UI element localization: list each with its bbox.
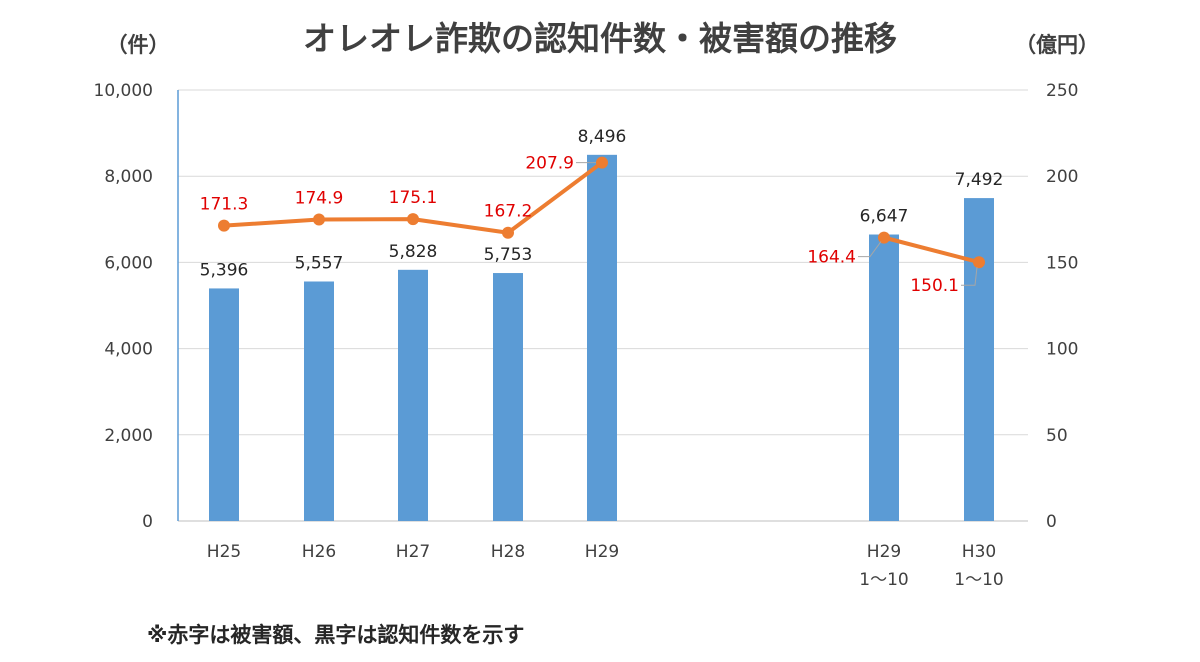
- damage-lines: [218, 156, 985, 269]
- category-label: H28: [491, 542, 525, 562]
- damage-value-label: 164.4: [807, 248, 856, 268]
- right-axis-tick: 250: [1046, 81, 1078, 101]
- damage-value-label: 174.9: [295, 188, 344, 208]
- leader-line: [961, 267, 978, 286]
- right-axis-tick: 150: [1046, 253, 1078, 273]
- damage-value-label: 207.9: [525, 154, 574, 174]
- bar-value-label: 5,828: [389, 242, 438, 262]
- right-axis-tick: 0: [1046, 512, 1057, 532]
- bar: [209, 288, 239, 521]
- damage-point: [407, 213, 419, 226]
- bar-value-label: 7,492: [955, 170, 1004, 190]
- damage-point: [502, 226, 514, 239]
- chart-title: オレオレ詐欺の認知件数・被害額の推移: [303, 19, 897, 58]
- damage-point: [218, 219, 230, 232]
- left-axis-tick: 0: [142, 512, 153, 532]
- chart-note: ※赤字は被害額、黒字は認知件数を示す: [147, 623, 524, 647]
- bar-value-label: 8,496: [578, 127, 627, 147]
- damage-point: [596, 156, 608, 169]
- bar: [964, 198, 994, 522]
- damage-point: [313, 213, 325, 226]
- right-axis-tick: 200: [1046, 167, 1078, 187]
- bar-value-label: 6,647: [860, 207, 909, 227]
- category-label: H29: [585, 542, 619, 562]
- damage-point: [878, 231, 890, 244]
- axis-ticks: 0 0 2,000 50 4,000 100 6,000 150 8,000 200 10,000 2…: [94, 81, 1079, 532]
- data-labels: 5,396 5,557 5,828 5,753 8,496 171.3 174.9 175.1…: [200, 127, 1004, 296]
- right-axis-tick: 50: [1046, 426, 1068, 446]
- category-label: H26: [302, 542, 336, 562]
- left-axis-unit: （件）: [107, 33, 170, 57]
- category-label: 1～10: [859, 570, 908, 590]
- damage-value-label: 171.3: [200, 195, 249, 215]
- category-label: H25: [207, 542, 241, 562]
- bar-value-label: 5,396: [200, 260, 249, 280]
- bar: [304, 281, 334, 521]
- category-labels: H25 H26 H27 H28 H29 H29 1～10 H30 1～10: [207, 542, 1004, 590]
- bar-value-label: 5,557: [295, 253, 344, 273]
- leader-line: [858, 241, 882, 258]
- bar-value-label: 5,753: [484, 245, 533, 265]
- damage-value-label: 167.2: [484, 202, 533, 222]
- damage-value-label: 175.1: [389, 188, 438, 208]
- category-label: 1～10: [954, 570, 1003, 590]
- damage-line: [883, 235, 980, 265]
- category-label: H27: [396, 542, 430, 562]
- category-label: H30: [962, 542, 996, 562]
- left-axis-tick: 10,000: [94, 81, 153, 101]
- bars: [209, 154, 994, 522]
- left-axis-tick: 2,000: [104, 426, 153, 446]
- right-axis-tick: 100: [1046, 340, 1078, 360]
- left-axis-tick: 6,000: [104, 253, 153, 273]
- damage-point: [973, 256, 985, 269]
- bar: [869, 234, 899, 522]
- bar: [493, 273, 523, 521]
- right-axis-unit: （億円）: [1015, 33, 1099, 57]
- bar: [398, 269, 428, 521]
- bar: [587, 154, 617, 522]
- damage-value-label: 150.1: [910, 276, 959, 296]
- left-axis-tick: 8,000: [104, 167, 153, 187]
- category-label: H29: [867, 542, 901, 562]
- left-axis-tick: 4,000: [104, 340, 153, 360]
